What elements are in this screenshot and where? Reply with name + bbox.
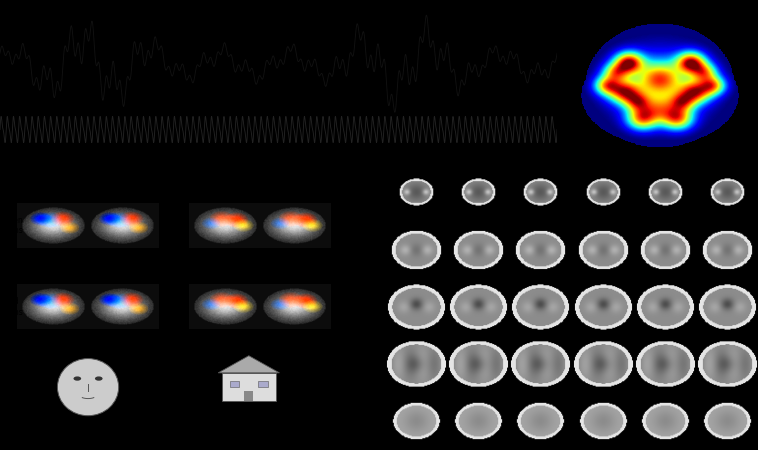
Bar <box>244 392 253 401</box>
Polygon shape <box>218 356 280 373</box>
Text: Even
Runs: Even Runs <box>4 216 23 235</box>
Text: r = -0.47: r = -0.47 <box>155 273 190 282</box>
Ellipse shape <box>95 376 102 381</box>
Text: r = 0.81: r = 0.81 <box>14 262 45 271</box>
Text: A: A <box>4 166 14 179</box>
Text: Response
to Houses: Response to Houses <box>233 418 271 438</box>
Ellipse shape <box>58 359 119 416</box>
Bar <box>230 382 240 387</box>
Text: r = -0.40: r = -0.40 <box>143 255 177 264</box>
Bar <box>222 373 276 401</box>
Text: Odd
Runs: Odd Runs <box>4 297 23 317</box>
Ellipse shape <box>74 376 81 381</box>
Text: r = 0.87: r = 0.87 <box>302 262 334 271</box>
Text: Response
to Faces: Response to Faces <box>47 418 83 438</box>
Bar <box>258 382 268 387</box>
